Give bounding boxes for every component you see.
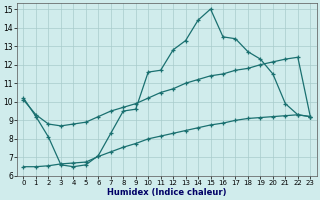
X-axis label: Humidex (Indice chaleur): Humidex (Indice chaleur) — [107, 188, 227, 197]
